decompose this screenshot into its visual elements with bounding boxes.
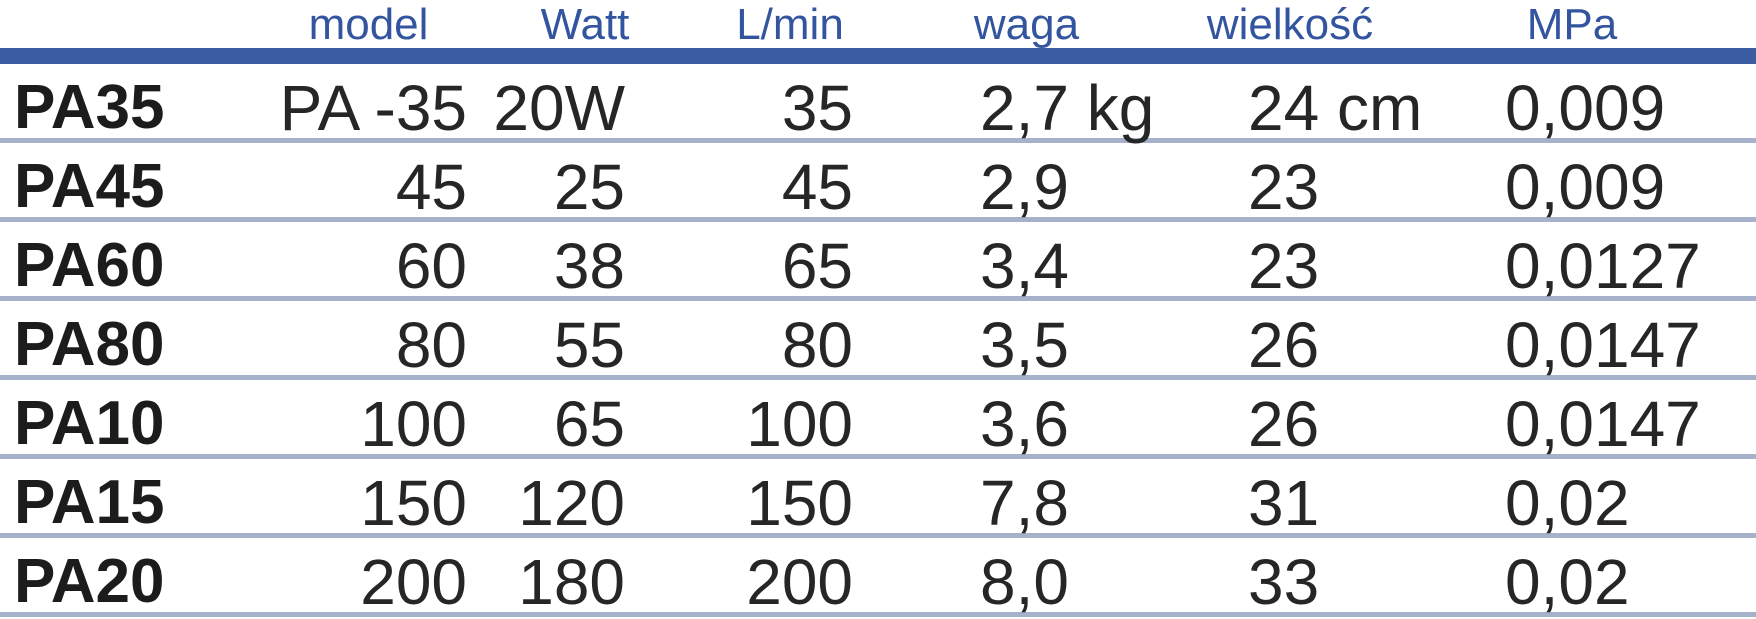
column-header-empty: [0, 0, 230, 50]
cell-model: 150: [360, 467, 467, 539]
cell-lmin: 150: [746, 467, 853, 539]
cell-model: PA -35: [279, 72, 467, 144]
table-row-pa15: PA15 150 120 150 7,8 31 0,02: [0, 459, 1756, 539]
cell-mpa: 0,02: [1505, 546, 1630, 618]
cell-model: 60: [395, 230, 467, 302]
cell-row-label: PA20: [14, 547, 165, 616]
cell-lmin: 200: [746, 546, 853, 618]
cell-lmin: 35: [781, 72, 853, 144]
cell-waga: 3,5: [980, 309, 1069, 381]
cell-wielkosc: 23: [1248, 151, 1320, 223]
cell-row-label: PA45: [14, 152, 165, 221]
cell-row-label: PA35: [14, 73, 165, 142]
table-row-pa20: PA20 200 180 200 8,0 33 0,02: [0, 538, 1756, 618]
cell-watt: 55: [553, 309, 625, 381]
header-divider-bar: [0, 48, 1756, 64]
table-row-pa35: PA35 PA -35 20W 35 2,7 kg 24 cm 0,009: [0, 64, 1756, 144]
cell-lmin: 45: [781, 151, 853, 223]
cell-mpa: 0,0147: [1505, 309, 1701, 381]
cell-mpa: 0,009: [1505, 151, 1666, 223]
column-header-watt: Watt: [540, 0, 630, 49]
cell-mpa: 0,02: [1505, 467, 1630, 539]
cell-watt: 65: [553, 388, 625, 460]
cell-wielkosc: 24 cm: [1248, 72, 1423, 144]
cell-row-label: PA10: [14, 389, 165, 458]
table-row-pa10: PA10 100 65 100 3,6 26 0,0147: [0, 380, 1756, 460]
column-header-mpa: MPa: [1526, 0, 1618, 49]
cell-waga: 7,8: [980, 467, 1069, 539]
cell-wielkosc: 26: [1248, 388, 1320, 460]
column-header-lmin: L/min: [736, 0, 844, 49]
cell-watt: 25: [553, 151, 625, 223]
column-header-wielkosc: wielkość: [1206, 0, 1374, 49]
cell-model: 80: [395, 309, 467, 381]
cell-waga: 2,7 kg: [980, 72, 1155, 144]
cell-waga: 3,6: [980, 388, 1069, 460]
cell-watt: 38: [553, 230, 625, 302]
table-header-row: model Watt L/min waga wielkość MPa: [0, 0, 1756, 50]
cell-model: 100: [360, 388, 467, 460]
cell-wielkosc: 31: [1248, 467, 1320, 539]
cell-wielkosc: 33: [1248, 546, 1320, 618]
cell-row-label: PA15: [14, 468, 165, 537]
cell-waga: 2,9: [980, 151, 1069, 223]
table-row-pa60: PA60 60 38 65 3,4 23 0,0127: [0, 222, 1756, 302]
cell-wielkosc: 26: [1248, 309, 1320, 381]
cell-watt: 180: [518, 546, 625, 618]
cell-mpa: 0,0147: [1505, 388, 1701, 460]
cell-row-label: PA60: [14, 231, 165, 300]
cell-watt: 120: [518, 467, 625, 539]
cell-watt: 20W: [493, 72, 625, 144]
cell-lmin: 65: [781, 230, 853, 302]
cell-model: 45: [395, 151, 467, 223]
cell-lmin: 100: [746, 388, 853, 460]
column-header-model: model: [308, 0, 429, 49]
table-row-pa45: PA45 45 25 45 2,9 23 0,009: [0, 143, 1756, 223]
column-header-waga: waga: [973, 0, 1080, 49]
cell-waga: 8,0: [980, 546, 1069, 618]
cell-wielkosc: 23: [1248, 230, 1320, 302]
table-row-pa80: PA80 80 55 80 3,5 26 0,0147: [0, 301, 1756, 381]
cell-row-label: PA80: [14, 310, 165, 379]
cell-mpa: 0,0127: [1505, 230, 1701, 302]
cell-lmin: 80: [781, 309, 853, 381]
cell-model: 200: [360, 546, 467, 618]
cell-waga: 3,4: [980, 230, 1069, 302]
cell-mpa: 0,009: [1505, 72, 1666, 144]
